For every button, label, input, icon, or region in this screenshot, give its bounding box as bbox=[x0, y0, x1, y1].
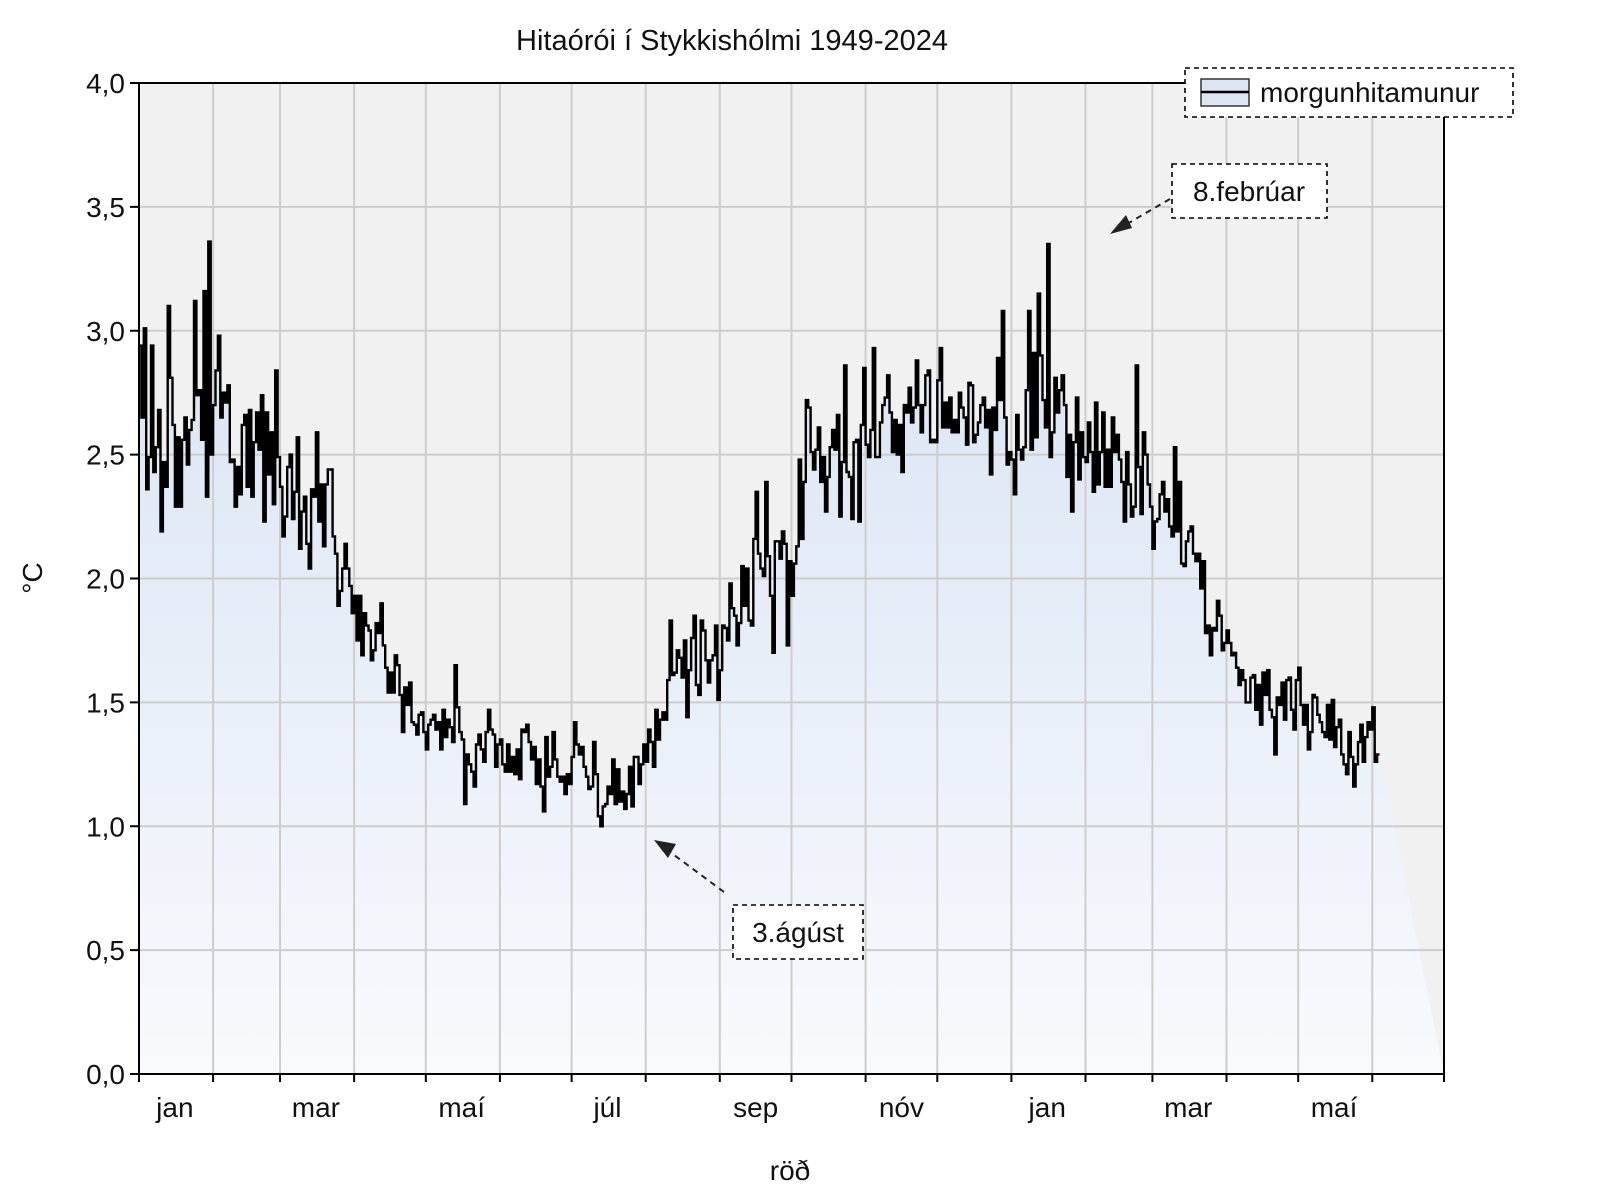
y-tick-label: 4,0 bbox=[86, 68, 125, 99]
legend: morgunhitamunur bbox=[1184, 67, 1514, 118]
y-tick-label: 0,0 bbox=[86, 1059, 125, 1090]
x-tick-label: sep bbox=[733, 1092, 778, 1123]
annotation-3-agust: 3.ágúst bbox=[654, 840, 864, 960]
annotation-8-februar: 8.febrúar bbox=[1110, 163, 1328, 234]
x-tick-label: júl bbox=[592, 1092, 621, 1123]
x-tick-label: jan bbox=[1028, 1092, 1066, 1123]
y-tick-label: 3,5 bbox=[86, 192, 125, 223]
x-tick-label: nóv bbox=[879, 1092, 924, 1123]
y-tick-label: 3,0 bbox=[86, 316, 125, 347]
y-axis-ticks: 0,0 0,5 1,0 1,5 2,0 2,5 3,0 3,5 4,0 bbox=[86, 68, 139, 1090]
x-tick-label: maí bbox=[438, 1092, 485, 1123]
annotation-arrow-head bbox=[654, 840, 676, 858]
annotation-box bbox=[1171, 163, 1328, 219]
y-tick-label: 2,5 bbox=[86, 440, 125, 471]
chart-title: Hitaórói í Stykkishólmi 1949-2024 bbox=[516, 25, 948, 57]
legend-label: morgunhitamunur bbox=[1260, 77, 1479, 108]
y-tick-label: 2,0 bbox=[86, 564, 125, 595]
x-tick-label: maí bbox=[1311, 1092, 1358, 1123]
y-tick-label: 1,5 bbox=[86, 687, 125, 718]
annotation-label: 3.ágúst bbox=[752, 917, 844, 948]
annotation-label: 8.febrúar bbox=[1193, 176, 1305, 207]
annotation-arrow-head bbox=[1110, 215, 1132, 234]
y-axis-title: °C bbox=[17, 562, 48, 593]
series-line-morgunhitamunur bbox=[139, 240, 1380, 828]
x-tick-label: jan bbox=[155, 1092, 193, 1123]
annotation-box bbox=[732, 904, 864, 960]
x-axis-title: röð bbox=[770, 1155, 810, 1186]
y-tick-label: 1,0 bbox=[86, 811, 125, 842]
x-tick-label: mar bbox=[292, 1092, 340, 1123]
x-axis-ticks: jan mar maí júl sep nóv jan mar maí bbox=[138, 1074, 1445, 1123]
x-tick-label: mar bbox=[1164, 1092, 1212, 1123]
annotation-arrow-line bbox=[669, 851, 725, 893]
y-tick-label: 0,5 bbox=[86, 935, 125, 966]
